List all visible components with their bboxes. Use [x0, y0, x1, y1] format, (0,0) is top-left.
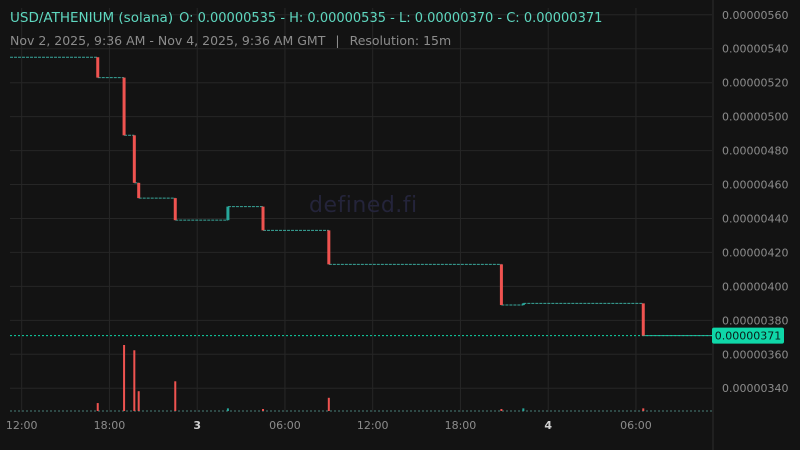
axis-layer: 0.00000560 0.00000540 0.00000520 0.00000500…	[6, 9, 789, 432]
candle	[137, 182, 141, 199]
y-tick-label: 0.00000400	[722, 280, 788, 293]
candle	[261, 206, 265, 231]
x-tick-label: 4	[544, 419, 552, 432]
y-tick-label: 0.00000520	[722, 77, 788, 90]
volume-bar	[174, 381, 177, 411]
candle	[173, 198, 177, 221]
chart-subheader: Nov 2, 2025, 9:36 AM - Nov 4, 2025, 9:36…	[10, 33, 451, 48]
y-tick-label: 0.00000460	[722, 179, 788, 192]
volume-bar	[262, 409, 265, 411]
y-tick-label: 0.00000360	[722, 348, 788, 361]
y-tick-label: 0.00000340	[722, 382, 788, 395]
x-tick-label: 06:00	[269, 419, 301, 432]
y-tick-label: 0.00000380	[722, 314, 788, 327]
grid-layer	[10, 0, 714, 450]
candle	[122, 77, 126, 136]
volume-layer	[10, 345, 712, 412]
candle	[226, 206, 230, 221]
candle	[521, 303, 525, 306]
y-tick-label: 0.00000540	[722, 43, 788, 56]
ohlc-readout: O: 0.00000535 - H: 0.00000535 - L: 0.000…	[179, 11, 603, 26]
date-range: Nov 2, 2025, 9:36 AM - Nov 4, 2025, 9:36…	[10, 33, 326, 48]
volume-bar	[226, 408, 229, 411]
pair-title: USD/ATHENIUM (solana)	[10, 10, 174, 26]
candle-layer	[96, 57, 645, 336]
candle	[132, 135, 136, 183]
last-price-label: 0.00000371	[715, 330, 781, 343]
x-tick-label: 18:00	[94, 419, 126, 432]
watermark: defined.fi	[309, 193, 418, 218]
volume-bar	[642, 408, 645, 411]
candle	[96, 57, 100, 78]
y-tick-label: 0.00000480	[722, 145, 788, 158]
candle	[641, 303, 645, 336]
x-tick-label: 12:00	[6, 419, 38, 432]
candle	[327, 230, 331, 265]
volume-bar	[96, 403, 99, 411]
volume-bar	[500, 409, 503, 411]
price-layer	[10, 56, 712, 337]
y-tick-label: 0.00000560	[722, 9, 788, 22]
volume-bar	[133, 350, 136, 411]
volume-bar	[522, 408, 525, 411]
x-tick-label: 3	[193, 419, 201, 432]
y-tick-label: 0.00000420	[722, 246, 788, 259]
x-tick-label: 06:00	[620, 419, 652, 432]
separator: |	[335, 33, 340, 48]
x-tick-label: 18:00	[445, 419, 477, 432]
y-tick-label: 0.00000500	[722, 111, 788, 124]
last-price-badge	[712, 327, 784, 344]
candle	[499, 264, 503, 306]
volume-bar	[327, 397, 330, 411]
volume-bar	[137, 391, 140, 411]
resolution-label: Resolution: 15m	[349, 33, 452, 48]
chart-header: USD/ATHENIUM (solana) O: 0.00000535 - H: …	[10, 10, 602, 26]
y-tick-label: 0.00000440	[722, 212, 788, 225]
volume-bar	[123, 345, 126, 411]
x-tick-label: 12:00	[357, 419, 389, 432]
